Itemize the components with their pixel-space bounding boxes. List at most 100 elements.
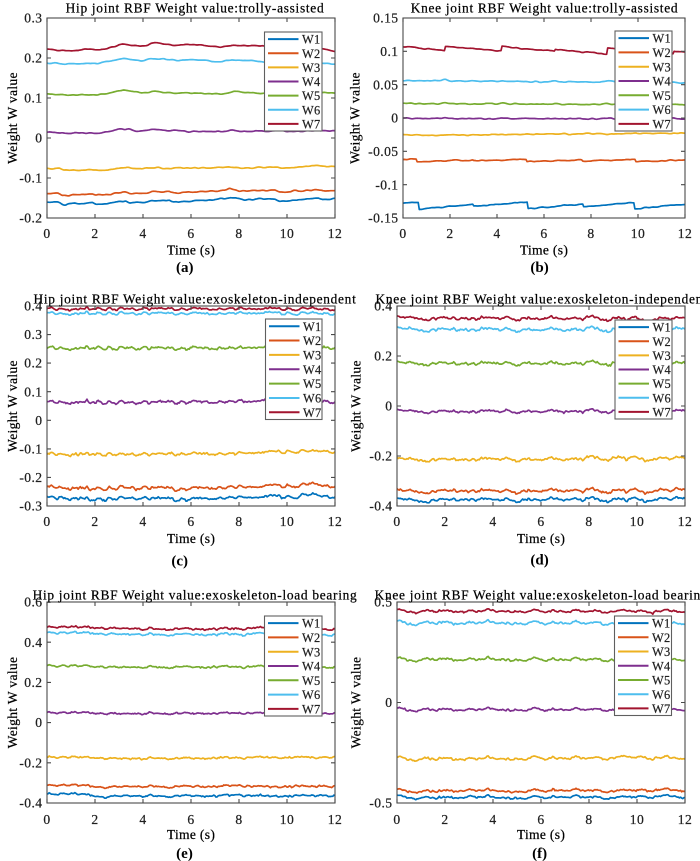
svg-text:6: 6 xyxy=(187,514,194,529)
svg-text:Weight W value: Weight W value xyxy=(348,72,363,164)
svg-text:Hip joint RBF Weight value:exo: Hip joint RBF Weight value:exoskeleton-i… xyxy=(33,292,356,307)
svg-text:12: 12 xyxy=(328,812,342,827)
svg-text:4: 4 xyxy=(493,226,500,241)
svg-text:W1: W1 xyxy=(302,33,320,47)
svg-text:0.05: 0.05 xyxy=(373,77,398,92)
svg-text:6: 6 xyxy=(187,226,194,241)
svg-text:W5: W5 xyxy=(303,377,321,391)
svg-text:-0.1: -0.1 xyxy=(375,177,398,192)
svg-text:W7: W7 xyxy=(303,406,321,420)
svg-text:W1: W1 xyxy=(303,320,321,334)
svg-text:W4: W4 xyxy=(653,75,671,89)
svg-text:-0.2: -0.2 xyxy=(369,449,392,464)
svg-text:W4: W4 xyxy=(653,363,671,377)
svg-text:W5: W5 xyxy=(653,89,671,103)
svg-text:W2: W2 xyxy=(303,334,321,348)
svg-text:W6: W6 xyxy=(302,688,320,702)
svg-text:8: 8 xyxy=(585,812,592,827)
svg-text:W5: W5 xyxy=(302,89,320,103)
svg-text:4: 4 xyxy=(489,514,496,529)
svg-text:(b): (b) xyxy=(530,260,548,276)
svg-text:-0.15: -0.15 xyxy=(368,211,398,226)
svg-text:8: 8 xyxy=(585,514,592,529)
svg-text:W2: W2 xyxy=(653,46,671,60)
svg-text:12: 12 xyxy=(678,812,692,827)
svg-text:Weight W value: Weight W value xyxy=(349,360,364,452)
svg-text:12: 12 xyxy=(678,226,692,241)
svg-text:0.6: 0.6 xyxy=(24,595,42,610)
svg-text:W7: W7 xyxy=(302,118,320,132)
svg-text:12: 12 xyxy=(678,514,692,529)
svg-text:W5: W5 xyxy=(653,377,671,391)
svg-text:0: 0 xyxy=(35,715,42,730)
svg-text:6: 6 xyxy=(187,812,194,827)
svg-text:0.2: 0.2 xyxy=(24,51,42,66)
svg-text:Weight W value: Weight W value xyxy=(5,360,20,452)
svg-text:0.4: 0.4 xyxy=(24,299,42,314)
svg-text:10: 10 xyxy=(280,812,294,827)
svg-text:6: 6 xyxy=(540,226,547,241)
svg-text:W6: W6 xyxy=(652,688,670,702)
svg-text:-0.1: -0.1 xyxy=(19,442,42,457)
svg-text:W7: W7 xyxy=(653,406,671,420)
svg-text:0: 0 xyxy=(385,399,392,414)
svg-text:W4: W4 xyxy=(303,363,321,377)
svg-text:W2: W2 xyxy=(302,47,320,61)
svg-text:0.4: 0.4 xyxy=(374,299,392,314)
svg-text:0.2: 0.2 xyxy=(24,356,42,371)
svg-text:0.15: 0.15 xyxy=(373,11,398,26)
svg-text:4: 4 xyxy=(139,812,146,827)
svg-text:0: 0 xyxy=(385,695,392,710)
svg-text:Time (s): Time (s) xyxy=(167,827,215,843)
svg-text:W3: W3 xyxy=(302,645,320,659)
svg-text:0.3: 0.3 xyxy=(24,327,42,342)
svg-text:0.3: 0.3 xyxy=(24,11,42,26)
svg-text:W2: W2 xyxy=(302,631,320,645)
svg-text:Time (s): Time (s) xyxy=(167,531,215,547)
svg-text:0.1: 0.1 xyxy=(24,384,42,399)
svg-text:4: 4 xyxy=(139,514,146,529)
svg-text:W6: W6 xyxy=(653,391,671,405)
svg-text:W5: W5 xyxy=(652,674,670,688)
svg-text:Time (s): Time (s) xyxy=(520,243,568,259)
svg-text:Hip joint RBF Weight value:exo: Hip joint RBF Weight value:exoskeleton-l… xyxy=(33,588,358,603)
svg-text:W4: W4 xyxy=(302,660,320,674)
svg-text:W4: W4 xyxy=(652,659,670,673)
svg-text:Time (s): Time (s) xyxy=(517,827,565,843)
svg-text:W3: W3 xyxy=(653,60,671,74)
svg-text:8: 8 xyxy=(235,812,242,827)
svg-text:W3: W3 xyxy=(302,61,320,75)
svg-text:(e): (e) xyxy=(176,846,193,861)
svg-text:10: 10 xyxy=(631,226,645,241)
svg-text:(c): (c) xyxy=(171,554,188,570)
svg-text:8: 8 xyxy=(235,226,242,241)
svg-text:12: 12 xyxy=(328,226,342,241)
svg-text:0: 0 xyxy=(35,131,42,146)
svg-text:Time (s): Time (s) xyxy=(517,531,565,547)
svg-text:(a): (a) xyxy=(176,260,194,276)
svg-text:10: 10 xyxy=(630,812,644,827)
svg-text:W7: W7 xyxy=(653,118,671,132)
svg-text:2: 2 xyxy=(441,812,448,827)
svg-text:0: 0 xyxy=(43,226,50,241)
svg-text:-0.2: -0.2 xyxy=(19,211,42,226)
svg-text:Knee joint RBF Weight value:ex: Knee joint RBF Weight value:exoskeleton-… xyxy=(376,292,700,307)
svg-text:W1: W1 xyxy=(302,617,320,631)
svg-text:W7: W7 xyxy=(652,702,670,716)
svg-text:0: 0 xyxy=(393,812,400,827)
svg-text:W6: W6 xyxy=(653,103,671,117)
svg-text:W3: W3 xyxy=(653,349,671,363)
svg-text:W2: W2 xyxy=(652,631,670,645)
svg-text:W1: W1 xyxy=(653,32,671,46)
svg-text:2: 2 xyxy=(91,226,98,241)
svg-text:0.2: 0.2 xyxy=(374,349,392,364)
svg-text:0.2: 0.2 xyxy=(24,675,42,690)
svg-text:2: 2 xyxy=(446,226,453,241)
svg-text:8: 8 xyxy=(235,514,242,529)
svg-text:4: 4 xyxy=(139,226,146,241)
svg-text:W2: W2 xyxy=(653,335,671,349)
svg-text:W6: W6 xyxy=(302,103,320,117)
svg-text:8: 8 xyxy=(587,226,594,241)
svg-text:-0.05: -0.05 xyxy=(368,144,398,159)
svg-text:2: 2 xyxy=(441,514,448,529)
